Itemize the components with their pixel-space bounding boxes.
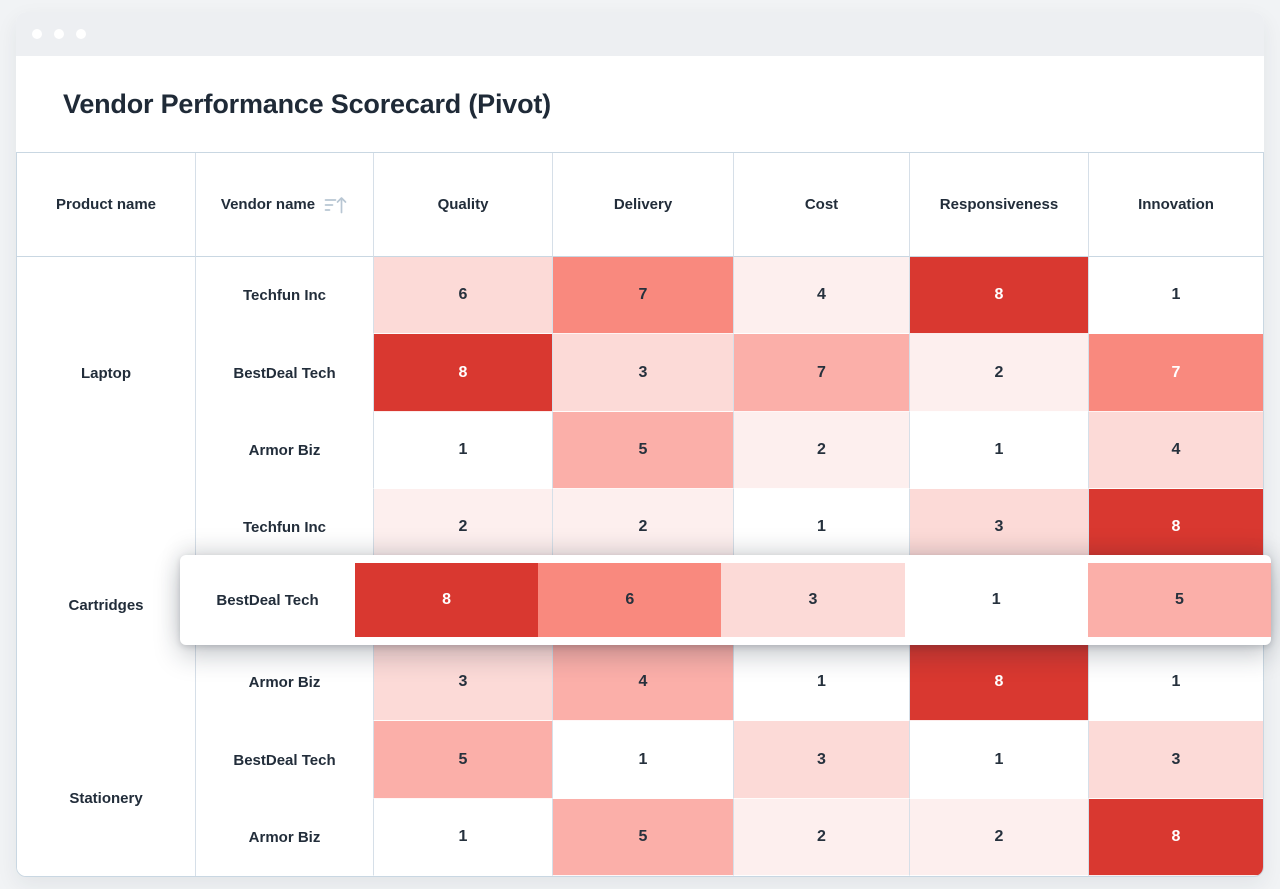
score-cell[interactable]: 5 [552, 798, 733, 876]
score-cell[interactable]: 5 [373, 721, 552, 799]
score-cell[interactable]: 3 [721, 563, 905, 637]
score-cell[interactable]: 2 [733, 411, 909, 490]
column-header-cost[interactable]: Cost [733, 153, 909, 257]
vendor-cell-techfun-inc[interactable]: Techfun Inc [195, 257, 373, 335]
vendor-cell-bestdeal-tech[interactable]: BestDeal Tech [195, 334, 373, 412]
score-cell[interactable]: 8 [909, 257, 1088, 335]
score-cell[interactable]: 3 [552, 334, 733, 412]
score-cell[interactable]: 2 [552, 489, 733, 567]
score-cell[interactable]: 4 [552, 643, 733, 722]
column-header-label: Vendor name [220, 196, 316, 213]
column-header-product-name: Product name [17, 153, 195, 257]
score-cell[interactable]: 1 [909, 721, 1088, 799]
score-cell[interactable]: 8 [1088, 489, 1263, 567]
score-cell[interactable]: 7 [733, 334, 909, 412]
window-control-dot[interactable] [76, 29, 86, 39]
column-header-responsiveness[interactable]: Responsiveness [909, 153, 1088, 257]
score-cell[interactable]: 6 [538, 563, 722, 637]
score-cell[interactable]: 2 [909, 334, 1088, 412]
column-header-delivery[interactable]: Delivery [552, 153, 733, 257]
page-header: Vendor Performance Scorecard (Pivot) [16, 56, 1264, 152]
score-cell[interactable]: 1 [733, 643, 909, 722]
score-cell[interactable]: 8 [355, 563, 539, 637]
score-cell[interactable]: 1 [904, 563, 1088, 637]
vendor-cell-bestdeal-tech[interactable]: BestDeal Tech [195, 721, 373, 799]
score-cell[interactable]: 8 [373, 334, 552, 412]
window-control-dot[interactable] [54, 29, 64, 39]
product-group-cartridges[interactable]: Cartridges [17, 489, 195, 722]
score-cell[interactable]: 1 [1088, 257, 1263, 335]
vendor-cell-armor-biz[interactable]: Armor Biz [195, 411, 373, 490]
product-group-laptop[interactable]: Laptop [17, 257, 195, 490]
score-cell[interactable]: 5 [1087, 563, 1272, 637]
column-header-innovation[interactable]: Innovation [1088, 153, 1263, 257]
page-title: Vendor Performance Scorecard (Pivot) [63, 88, 551, 119]
score-cell[interactable]: 8 [909, 643, 1088, 722]
vendor-cell-bestdeal-tech: BestDeal Tech [216, 591, 319, 609]
app-window: Vendor Performance Scorecard (Pivot) Pro… [16, 12, 1272, 877]
sort-ascending-icon[interactable] [324, 196, 348, 215]
column-header-label: Product name [55, 196, 157, 213]
score-cell[interactable]: 1 [909, 411, 1088, 490]
pivot-table: Product name Vendor name Quality Deliver… [16, 152, 1264, 877]
score-cell[interactable]: 7 [1088, 334, 1263, 412]
window-titlebar [16, 12, 1264, 56]
column-header-label: Responsiveness [939, 196, 1059, 213]
score-cell[interactable]: 4 [1088, 411, 1263, 490]
score-cell[interactable]: 6 [373, 257, 552, 335]
column-header-quality[interactable]: Quality [373, 153, 552, 257]
score-cell[interactable]: 7 [552, 257, 733, 335]
vendor-cell-armor-biz[interactable]: Armor Biz [195, 798, 373, 876]
window-control-dot[interactable] [32, 29, 42, 39]
score-cell[interactable]: 3 [373, 643, 552, 722]
score-cell[interactable]: 1 [1088, 643, 1263, 722]
score-cell[interactable]: 2 [909, 798, 1088, 876]
score-cell[interactable]: 1 [373, 411, 552, 490]
score-cell[interactable]: 1 [733, 489, 909, 567]
vendor-cell-techfun-inc[interactable]: Techfun Inc [195, 489, 373, 567]
score-cell[interactable]: 4 [733, 257, 909, 335]
product-group-stationery[interactable]: Stationery [17, 721, 195, 876]
column-header-label: Cost [804, 196, 839, 213]
score-cell[interactable]: 5 [552, 411, 733, 490]
score-cell[interactable]: 1 [373, 798, 552, 876]
score-cell[interactable]: 3 [733, 721, 909, 799]
score-cell[interactable]: 8 [1088, 798, 1263, 876]
elevated-row[interactable]: BestDeal Tech 8 6 3 1 5 [180, 555, 1272, 645]
score-cell[interactable]: 3 [1088, 721, 1263, 799]
score-cell[interactable]: 2 [733, 798, 909, 876]
column-header-vendor-name[interactable]: Vendor name [195, 153, 373, 257]
column-header-label: Innovation [1138, 196, 1214, 213]
column-header-label: Delivery [613, 196, 673, 213]
vendor-cell-armor-biz[interactable]: Armor Biz [195, 643, 373, 722]
column-header-label: Quality [437, 196, 489, 213]
score-cell[interactable]: 1 [552, 721, 733, 799]
